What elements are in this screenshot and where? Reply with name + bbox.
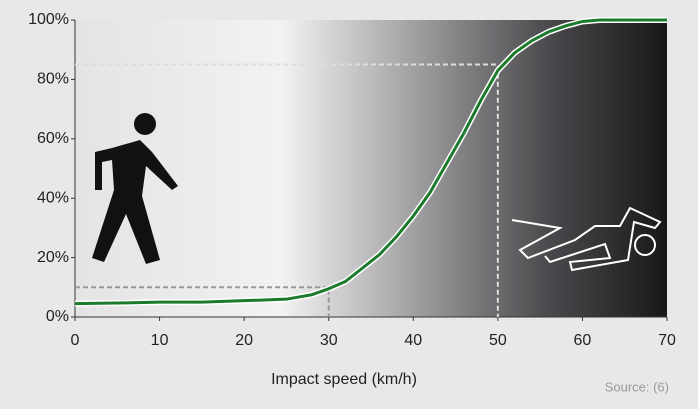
walking-pedestrian-icon (92, 113, 178, 264)
reference-line (75, 63, 499, 317)
x-tick-label: 50 (489, 332, 507, 349)
x-tick-label: 10 (151, 332, 169, 349)
plot-background (75, 20, 667, 317)
y-tick-label: 0% (46, 308, 69, 325)
x-tick-label: 40 (404, 332, 422, 349)
line (74, 18, 667, 306)
y-tick-label: 80% (37, 71, 69, 88)
x-tick-label: 20 (235, 332, 253, 349)
reference-line (75, 286, 330, 317)
y-tick-label: 20% (37, 249, 69, 266)
x-tick-label: 0 (71, 332, 80, 349)
fallen-pedestrian-icon (511, 206, 662, 272)
x-axis-label: Impact speed (km/h) (271, 371, 417, 388)
source-note: Source: (6) (605, 379, 669, 394)
y-tick-label: 40% (37, 189, 69, 206)
y-tick-label: 60% (37, 130, 69, 147)
x-tick-label: 70 (658, 332, 676, 349)
x-tick-label: 60 (574, 332, 592, 349)
x-tick-label: 30 (320, 332, 338, 349)
y-tick-label: 100% (28, 11, 69, 28)
